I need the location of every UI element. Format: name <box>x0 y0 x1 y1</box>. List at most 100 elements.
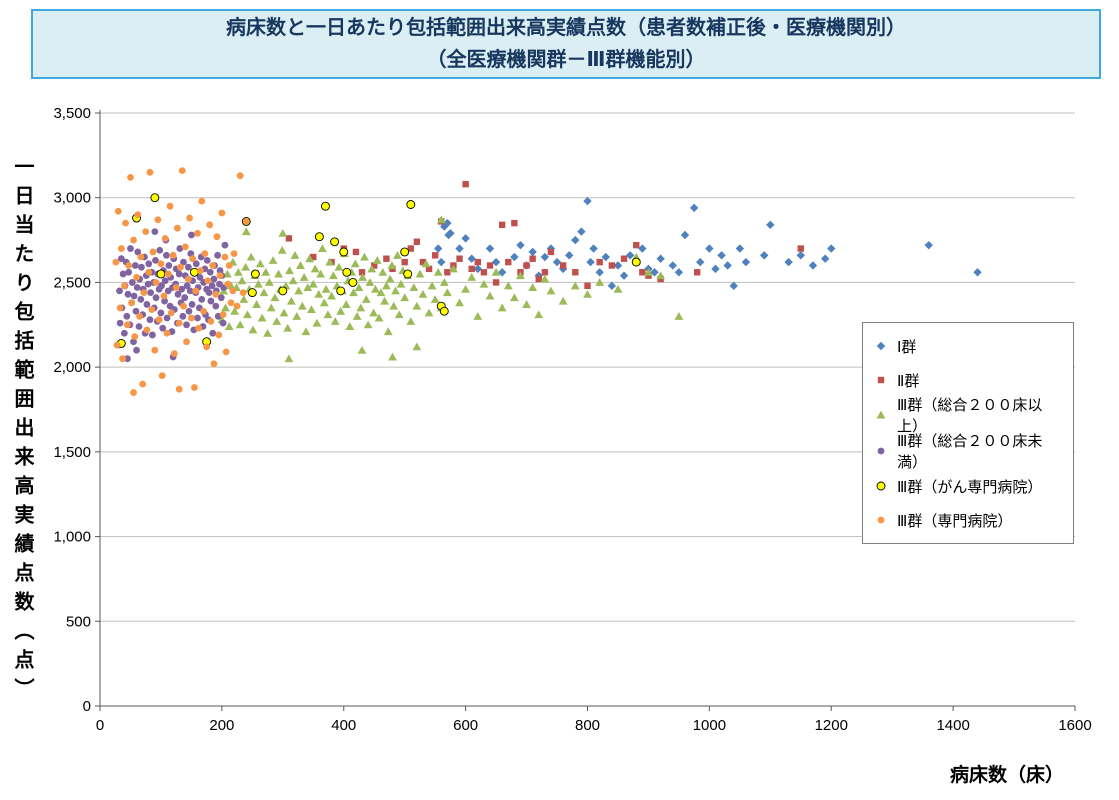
data-point <box>766 220 775 230</box>
data-point <box>222 348 230 356</box>
data-point <box>128 299 136 307</box>
data-point <box>361 295 371 303</box>
data-point <box>272 317 282 325</box>
data-point <box>511 219 518 227</box>
data-point <box>169 251 177 259</box>
data-point <box>117 255 125 263</box>
data-point <box>145 260 153 268</box>
data-point <box>166 202 174 210</box>
data-point <box>350 259 360 268</box>
data-point <box>163 251 170 259</box>
data-point <box>391 286 400 295</box>
data-point <box>723 261 732 270</box>
data-point <box>584 282 591 290</box>
data-point <box>376 288 386 297</box>
data-point <box>172 284 180 291</box>
data-point <box>437 257 446 267</box>
data-point <box>354 283 364 292</box>
data-point <box>186 214 193 222</box>
data-point <box>157 309 165 317</box>
data-point <box>434 244 443 253</box>
data-point <box>119 355 126 363</box>
data-point <box>180 302 187 310</box>
data-point <box>378 267 388 276</box>
data-point <box>427 281 437 290</box>
legend-item-4: Ⅲ群（がん専門病院） <box>873 469 1063 503</box>
data-point <box>195 324 203 332</box>
data-point <box>491 267 501 276</box>
data-point <box>130 292 138 300</box>
data-point <box>175 319 183 327</box>
data-point <box>136 312 144 320</box>
data-point <box>214 251 222 259</box>
data-point <box>286 296 296 305</box>
data-point <box>181 243 189 251</box>
data-point <box>125 262 133 269</box>
data-point <box>419 258 427 266</box>
data-point <box>415 269 425 278</box>
data-point <box>248 325 258 334</box>
data-point <box>371 284 380 293</box>
data-point <box>516 271 525 280</box>
legend-item-1: Ⅱ群 <box>873 363 1063 397</box>
data-point <box>247 288 257 298</box>
data-point <box>197 267 204 274</box>
data-point <box>528 283 538 292</box>
legend-label: Ⅱ群 <box>897 372 920 390</box>
data-point <box>433 267 443 276</box>
data-point <box>274 269 283 278</box>
data-point <box>137 295 145 303</box>
legend-marker-icon <box>876 481 886 491</box>
data-point <box>516 240 525 250</box>
data-point <box>146 316 154 324</box>
x-tick-label: 1200 <box>815 717 848 734</box>
data-point <box>474 258 482 266</box>
data-point <box>316 269 325 278</box>
data-point <box>365 278 375 286</box>
y-tick-label: 3,000 <box>53 190 91 207</box>
data-point <box>283 323 293 332</box>
series-1 <box>285 180 804 290</box>
data-point <box>147 289 154 296</box>
data-point <box>639 269 646 276</box>
x-tick-label: 1000 <box>693 717 726 734</box>
data-point <box>336 286 346 296</box>
data-point <box>314 289 324 298</box>
data-point <box>198 295 206 303</box>
data-point <box>705 244 714 253</box>
data-point <box>204 277 212 285</box>
data-point <box>241 262 251 271</box>
data-point <box>224 280 232 288</box>
data-point <box>596 258 603 266</box>
data-point <box>149 248 157 256</box>
data-point <box>352 312 362 320</box>
data-point <box>558 296 568 305</box>
data-point <box>133 273 140 281</box>
data-point <box>583 289 592 298</box>
data-point <box>123 312 131 320</box>
data-point <box>230 250 238 258</box>
x-tick-label: 200 <box>209 717 234 734</box>
data-point <box>196 273 204 281</box>
data-point <box>319 298 329 307</box>
data-point <box>462 180 469 188</box>
legend-marker-icon <box>876 410 886 419</box>
data-point <box>218 209 226 217</box>
data-point <box>656 271 666 280</box>
data-point <box>327 291 336 300</box>
data-point <box>461 234 470 243</box>
data-point <box>497 303 507 312</box>
data-point <box>401 258 408 266</box>
data-point <box>131 262 139 269</box>
data-point <box>625 251 635 260</box>
data-point <box>210 360 218 368</box>
data-point <box>117 245 125 252</box>
data-point <box>455 244 464 253</box>
data-point <box>741 257 751 267</box>
data-point <box>265 278 274 286</box>
data-point <box>205 289 213 296</box>
data-point <box>177 263 184 271</box>
x-axis-title: 病床数（床） <box>950 765 1065 786</box>
data-point <box>124 355 131 363</box>
data-point <box>167 309 175 317</box>
